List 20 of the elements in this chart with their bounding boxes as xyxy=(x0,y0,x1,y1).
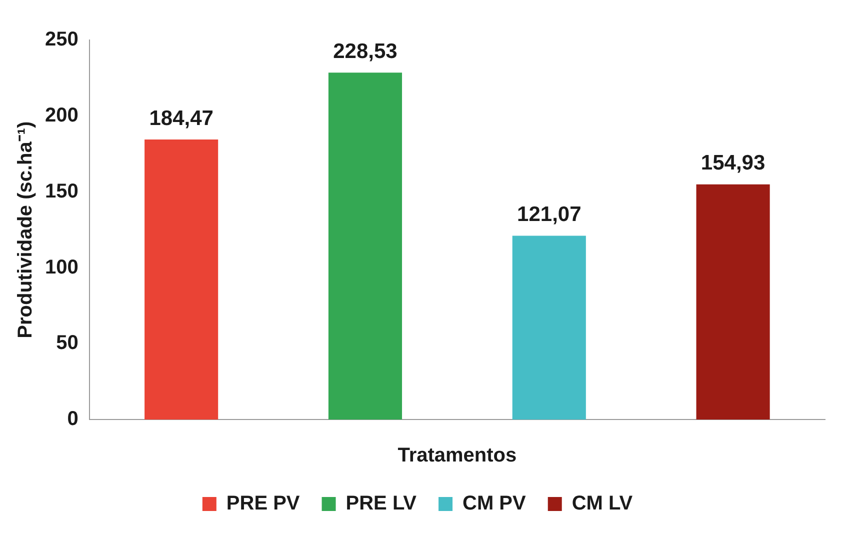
legend-label: PRE LV xyxy=(346,492,418,515)
y-tick-label: 250 xyxy=(44,28,78,51)
data-label: 228,53 xyxy=(333,40,398,63)
y-tick-label: 100 xyxy=(44,256,78,278)
y-axis-title: Produtividade (sc.ha⁻¹) xyxy=(14,121,37,338)
bar xyxy=(144,140,218,420)
bar xyxy=(328,72,402,420)
bar xyxy=(696,184,770,420)
data-label: 154,93 xyxy=(700,152,766,175)
bar xyxy=(512,236,586,420)
y-tick-label: 50 xyxy=(56,332,78,354)
y-tick-label: 0 xyxy=(67,408,78,430)
data-label: 121,07 xyxy=(517,203,582,226)
data-label: 184,47 xyxy=(149,106,214,130)
legend-label: CM LV xyxy=(572,492,634,515)
x-axis-title: Tratamentos xyxy=(398,444,517,467)
legend-label: CM PV xyxy=(462,492,527,515)
y-tick-label: 150 xyxy=(44,180,78,202)
legend-label: PRE PV xyxy=(226,492,300,515)
y-tick-label: 200 xyxy=(44,104,78,126)
